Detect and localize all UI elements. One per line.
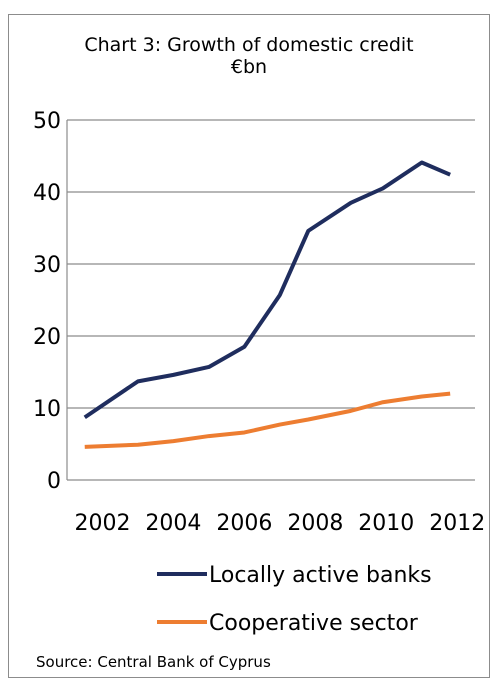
x-tick-label-2012: 2012 bbox=[429, 511, 485, 536]
x-tick-label-2004: 2004 bbox=[145, 511, 201, 536]
y-tick-label-10: 10 bbox=[33, 397, 61, 422]
y-tick-label-50: 50 bbox=[33, 109, 61, 134]
source-note: Source: Central Bank of Cyprus bbox=[36, 653, 271, 671]
y-tick-label-0: 0 bbox=[47, 469, 61, 494]
legend-label-2: Cooperative sector bbox=[209, 611, 419, 636]
legend-label-1: Locally active banks bbox=[209, 563, 432, 588]
x-tick-label-2002: 2002 bbox=[74, 511, 130, 536]
x-tick-label-2006: 2006 bbox=[216, 511, 272, 536]
y-tick-label-30: 30 bbox=[33, 253, 61, 278]
x-tick-label-2008: 2008 bbox=[287, 511, 343, 536]
chart-frame bbox=[8, 14, 490, 678]
series-line-1 bbox=[83, 160, 451, 420]
y-tick-label-40: 40 bbox=[33, 181, 61, 206]
series-line-2 bbox=[84, 391, 451, 449]
chart-subtitle: €bn bbox=[230, 56, 268, 78]
chart-title-text: Chart 3: Growth of domestic credit bbox=[84, 34, 414, 56]
chart-title: Chart 3: Growth of domestic credit €bn bbox=[8, 34, 490, 78]
y-tick-label-20: 20 bbox=[33, 325, 61, 350]
x-tick-label-2010: 2010 bbox=[358, 511, 414, 536]
